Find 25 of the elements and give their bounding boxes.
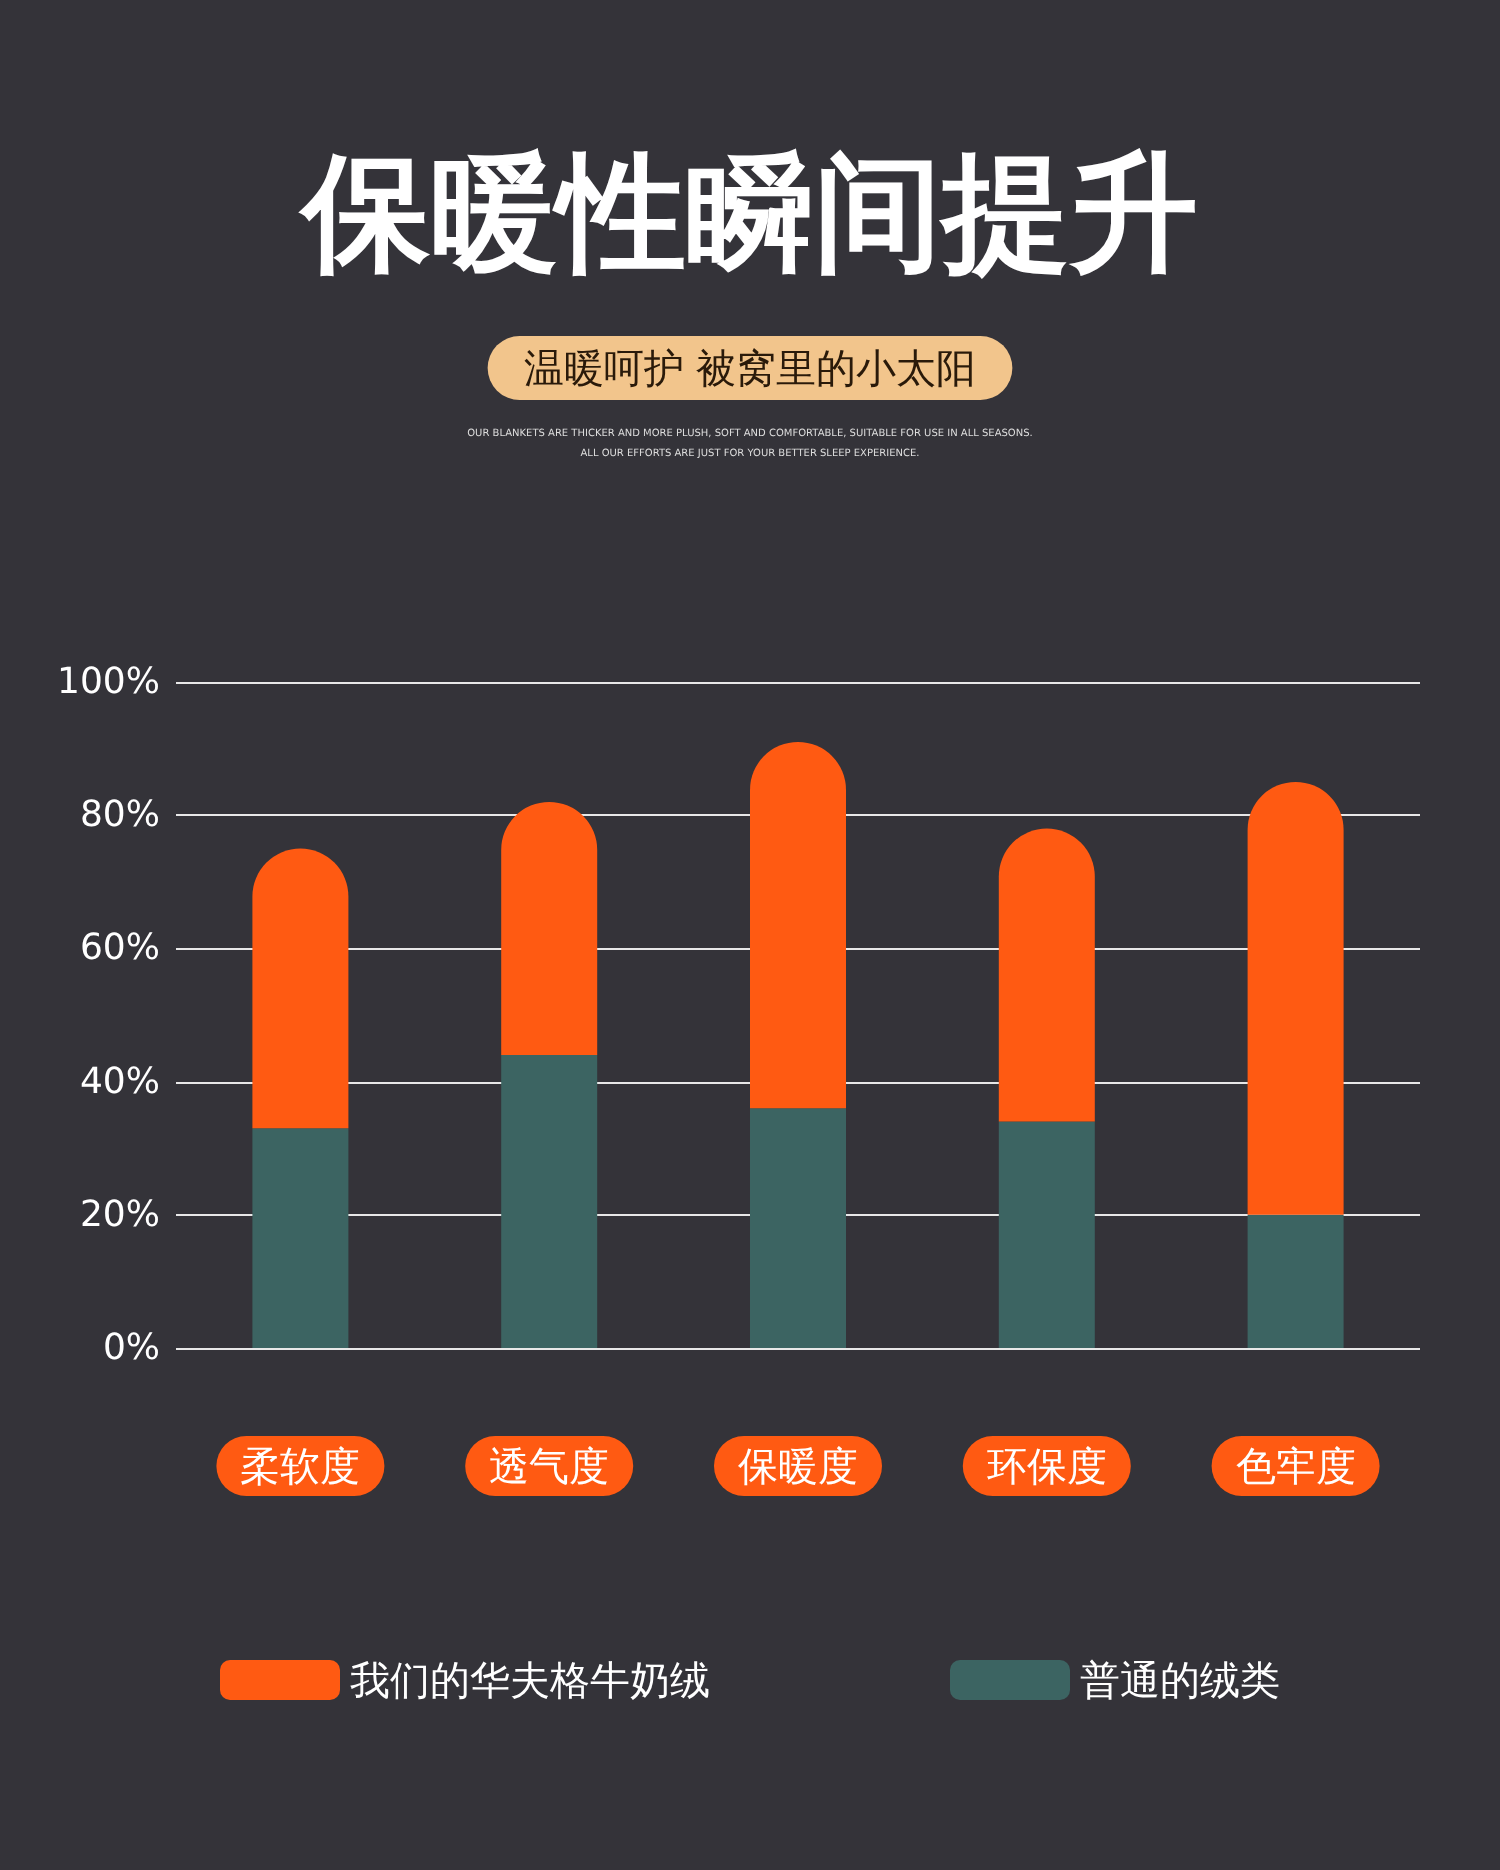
x-tick-label: 保暖度 — [738, 1442, 858, 1490]
bar — [252, 1128, 349, 1348]
y-tick-label: 0% — [102, 1327, 160, 1369]
x-tick-label: 透气度 — [489, 1442, 610, 1490]
x-tick-label: 色牢度 — [1235, 1442, 1356, 1490]
bar — [998, 828, 1095, 1122]
legend-label: 我们的华夫格牛奶绒 — [350, 1656, 710, 1704]
bar — [750, 1108, 846, 1348]
y-tick-label: 100% — [57, 661, 160, 703]
legend-label: 普通的绒类 — [1080, 1656, 1280, 1704]
bar — [501, 801, 598, 1055]
x-tick-label: 环保度 — [986, 1442, 1107, 1490]
y-tick-label: 20% — [79, 1193, 160, 1236]
bar — [998, 1121, 1095, 1348]
chart-title: 保暖性瞬间提升 — [298, 139, 1198, 289]
chart-subtitle: 温暖呵护 被窝里的小太阳 — [523, 344, 977, 392]
bar — [252, 848, 349, 1129]
bar — [1247, 781, 1344, 1215]
x-tick-label: 柔软度 — [240, 1442, 361, 1490]
bar — [750, 741, 846, 1109]
y-tick-label: 80% — [79, 794, 160, 837]
y-tick-label: 40% — [79, 1060, 160, 1103]
y-tick-label: 60% — [79, 927, 160, 970]
bar — [501, 1054, 598, 1348]
bar — [1247, 1214, 1344, 1348]
